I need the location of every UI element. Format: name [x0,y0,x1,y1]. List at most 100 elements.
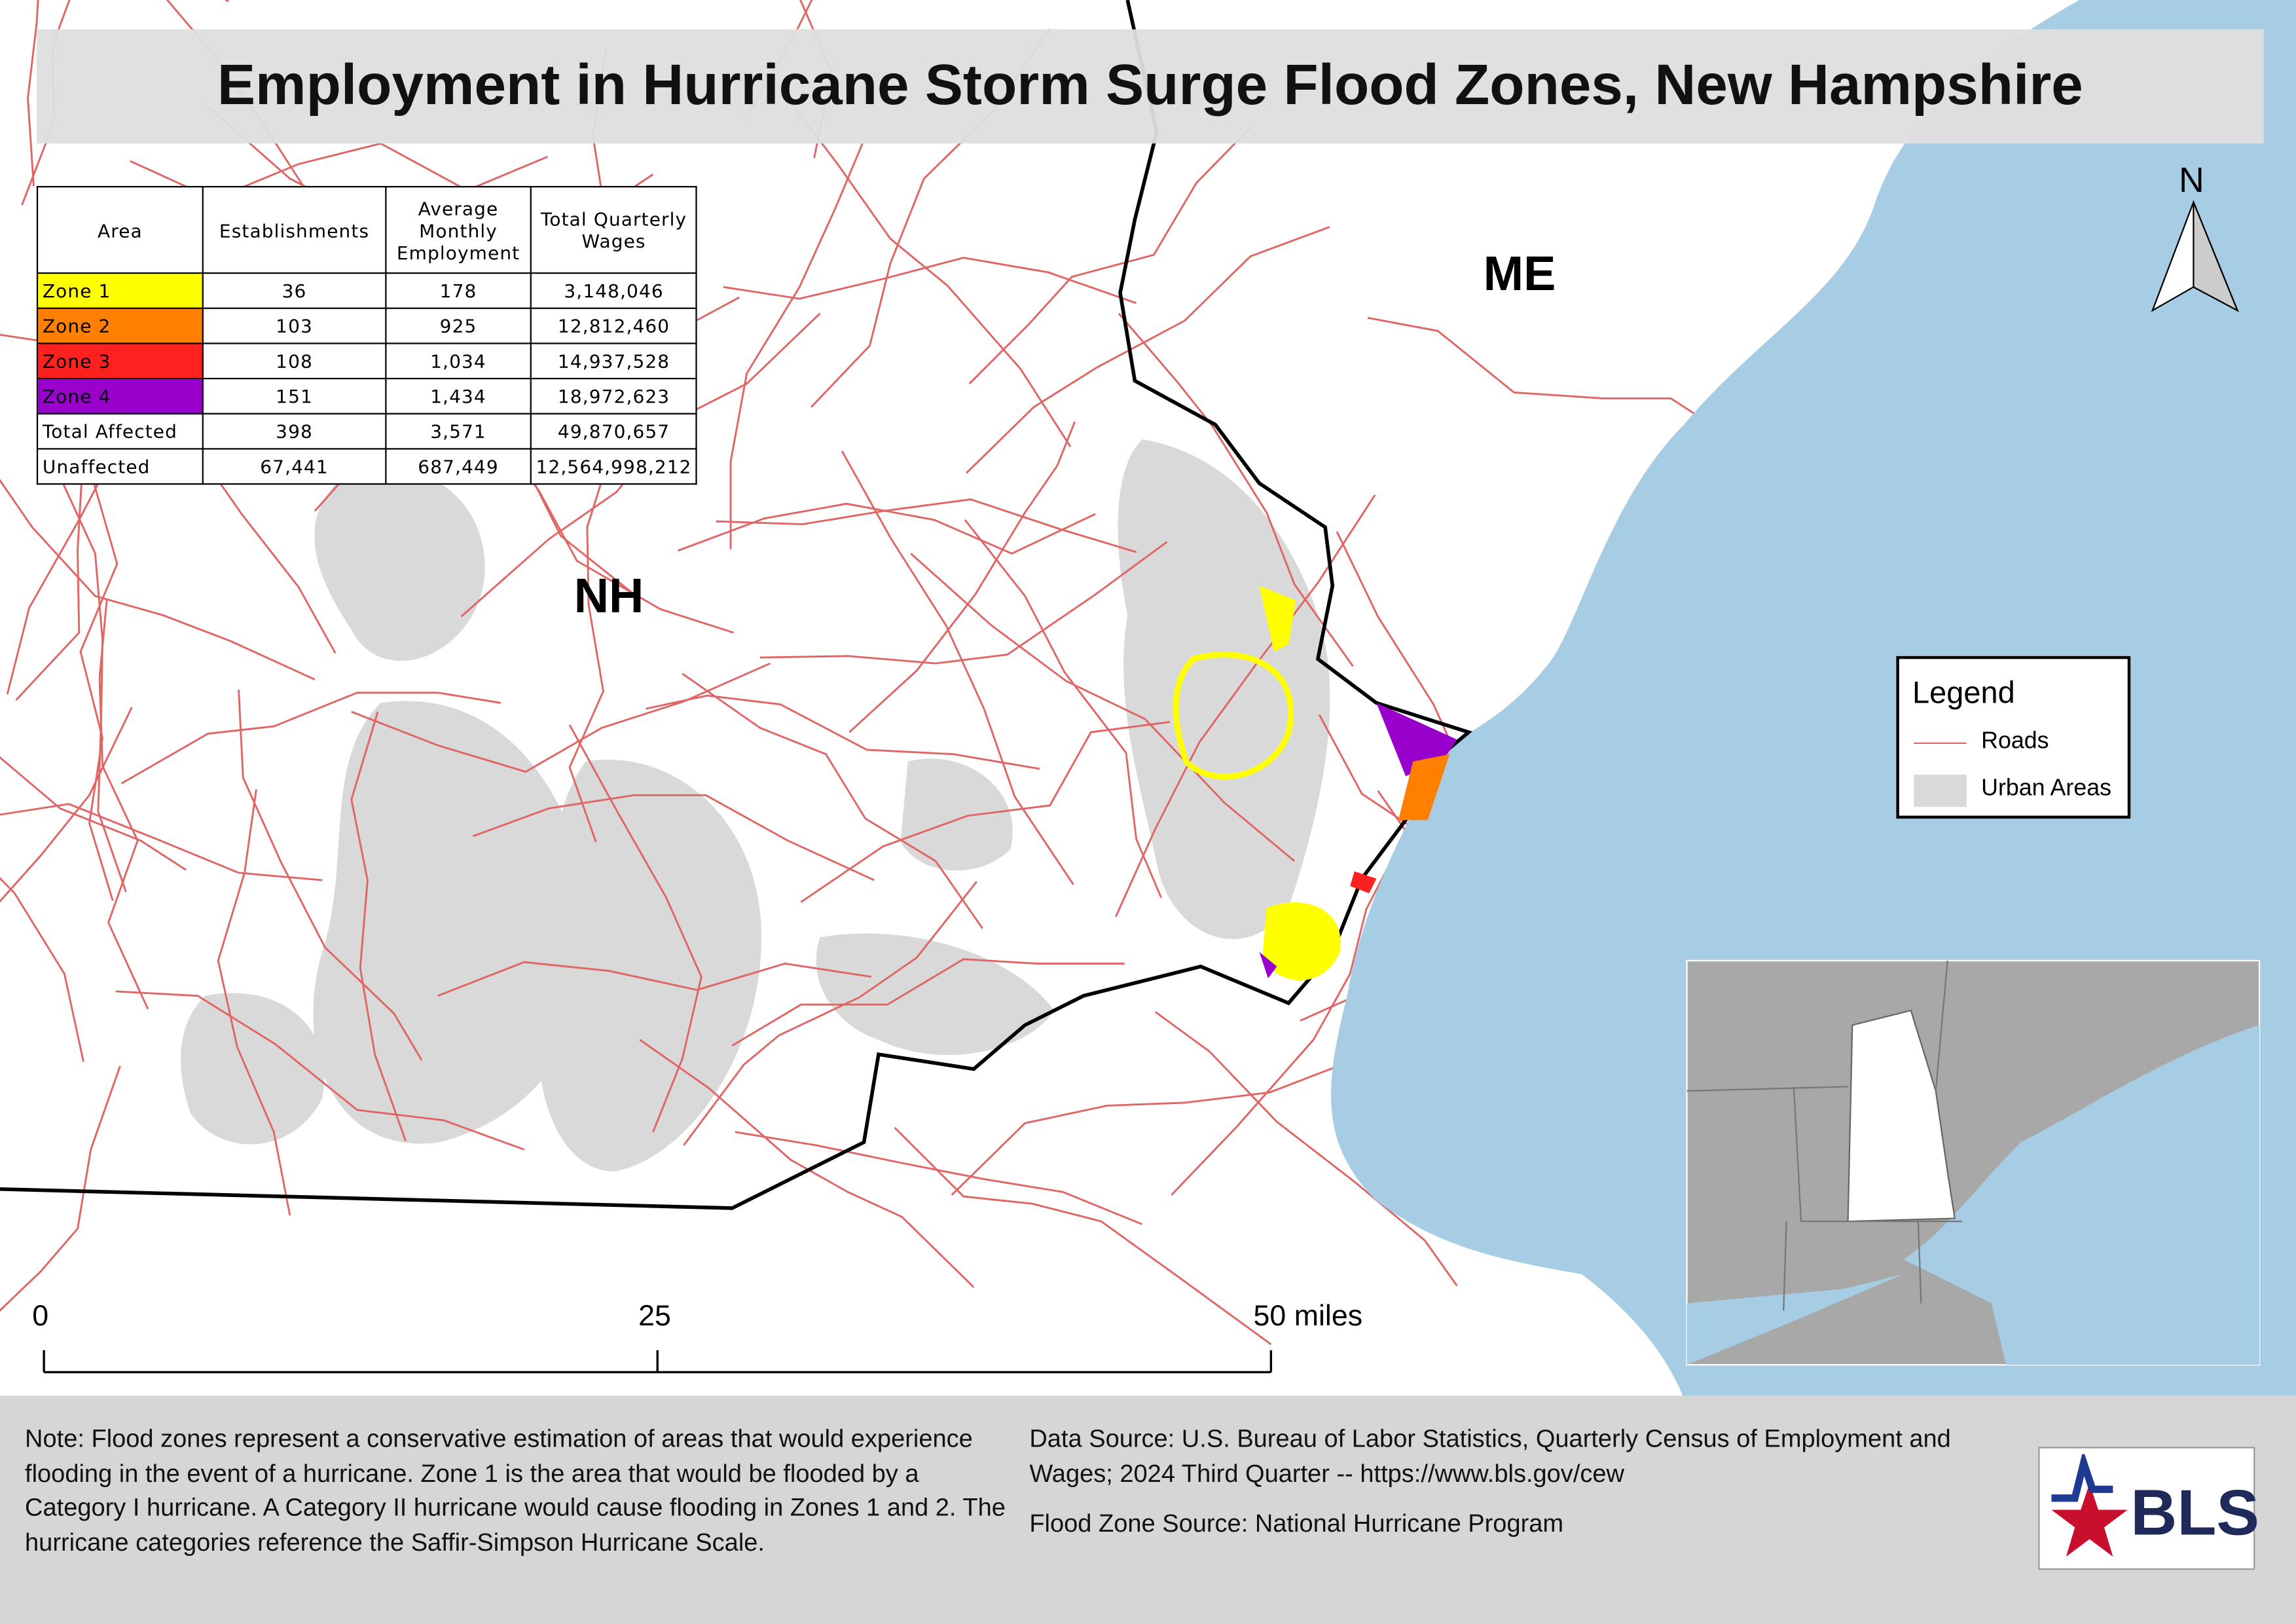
logo-text: BLS [2130,1477,2260,1550]
legend-swatch [1914,775,1967,807]
road [1367,316,1759,456]
table-cell: 925 [385,307,532,344]
table-header-cell: Establishments [202,186,387,274]
table-cell: Zone 3 [36,342,204,380]
road [54,466,127,893]
table-cell: 49,870,657 [530,413,698,450]
table-row: Zone 4 151 1,434 18,972,623 [36,377,698,415]
table-cell: 18,972,623 [530,377,698,415]
table-cell: 108 [202,342,387,380]
table-cell: 398 [202,413,387,450]
flood-zone-source: Flood Zone Source: National Hurricane Pr… [1029,1509,1564,1538]
road [1118,312,1354,667]
road [472,794,875,881]
table-cell: 178 [385,272,532,309]
road [98,599,149,1010]
table-cell: 36 [202,272,387,309]
road [639,1039,975,1288]
table-cell: Zone 1 [36,272,204,309]
table-header-row: Area Establishments Average Monthly Employ… [36,186,698,274]
inset-map [1686,959,2261,1366]
road [238,690,423,1061]
road [800,721,1171,903]
table-cell: 3,148,046 [530,272,698,309]
table-cell: 12,812,460 [530,307,698,344]
road [27,0,39,187]
road [759,541,1168,665]
road [217,789,291,1216]
employment-table: Area Establishments Average Monthly Employ… [36,186,698,485]
road [731,958,1125,1046]
table-row: Zone 2 103 925 12,812,460 [36,307,698,344]
road [120,692,501,784]
road [678,502,1096,555]
road [910,553,1296,862]
table-cell: 687,449 [385,448,532,485]
table-cell: 3,571 [385,413,532,450]
data-source: Data Source: U.S. Bureau of Labor Statis… [1029,1424,1951,1487]
scale-bar [43,1350,1273,1374]
table-row: Zone 3 108 1,034 14,937,528 [36,342,698,380]
road [841,451,1074,885]
table-cell: 103 [202,307,387,344]
road [351,662,771,773]
table-row: Total Affected 398 3,571 49,870,657 [36,413,698,450]
road [350,711,407,1141]
table-cell: Unaffected [36,448,204,485]
legend-title: Legend [1912,676,2015,710]
legend-item: Urban Areas [1981,776,2112,802]
road [951,1062,1346,1196]
road [968,125,1253,384]
table-row: Unaffected 67,441 687,449 12,564,998,212 [36,448,698,485]
footer: Note: Flood zones represent a conservati… [0,1395,2296,1624]
road [79,477,118,901]
road [0,756,187,871]
road [0,479,316,680]
road [115,990,525,1151]
road [966,226,1330,474]
road [1114,494,1376,917]
table-cell: Zone 4 [36,377,204,415]
scale-label: 50 miles [1253,1300,1363,1333]
north-label: N [2179,160,2204,201]
bls-logo: BLS [2038,1447,2259,1570]
road [646,694,1040,770]
legend-item: Roads [1981,729,2049,754]
road [964,519,1162,898]
road [568,447,613,843]
road [848,421,1076,733]
table-cell: 67,441 [202,448,387,485]
table-cell: 151 [202,377,387,415]
legend: Legend Roads Urban Areas [1896,655,2131,819]
logo-star [2051,1454,2128,1557]
scale-label: 0 [32,1300,49,1333]
table-header-cell: Average Monthly Employment [385,186,532,274]
road [0,707,133,903]
road [723,257,1137,304]
table-cell: 14,937,528 [530,342,698,380]
table-cell: Zone 2 [36,307,204,344]
road [0,877,84,1062]
table-cell: 1,434 [385,377,532,415]
table-cell: 1,034 [385,342,532,380]
table-header-cell: Area [36,186,204,274]
road [0,803,323,881]
scale-label: 25 [638,1300,671,1333]
road [729,143,864,549]
road [1154,1011,1458,1287]
table-cell: Total Affected [36,413,204,450]
table-cell: 12,564,998,212 [530,448,698,485]
road [683,881,977,1146]
road [894,1126,1272,1346]
north-arrow [2151,200,2239,312]
map-title: Employment in Hurricane Storm Surge Floo… [36,29,2264,144]
state-label: ME [1483,246,1556,301]
table-row: Zone 1 36 178 3,148,046 [36,272,698,309]
road [682,673,983,929]
legend-swatch [1914,742,1967,745]
road [716,498,1137,553]
road [0,1065,121,1312]
road [790,101,1072,447]
flood-zones [1173,585,1457,981]
road [437,961,871,997]
